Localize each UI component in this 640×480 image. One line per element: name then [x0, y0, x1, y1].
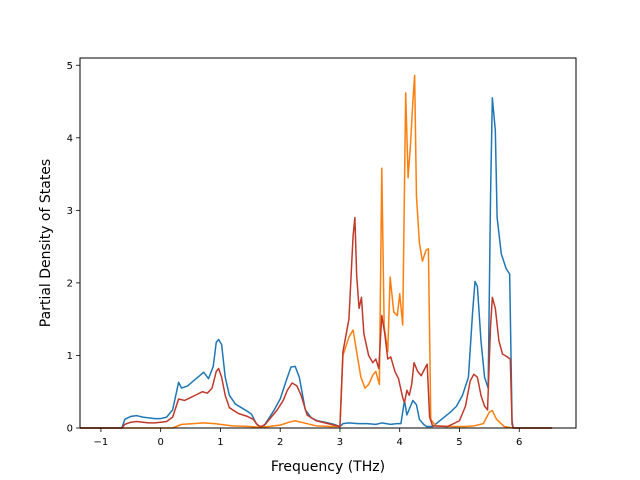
y-tick-label: 4	[67, 133, 73, 144]
x-tick-label: 4	[397, 437, 403, 448]
x-tick-label: 0	[157, 437, 163, 448]
series-line-3	[80, 216, 553, 429]
x-axis-ticks: −1 0 1 2 3 4 5 6	[94, 428, 522, 448]
x-tick-label: 2	[277, 437, 283, 448]
y-axis-ticks: 0 1 2 3 4 5	[67, 61, 80, 435]
plot-frame	[79, 57, 577, 429]
series-lines	[80, 74, 553, 429]
x-tick-label: 6	[516, 437, 522, 448]
series-line-1	[80, 97, 553, 429]
y-tick-label: 5	[67, 61, 73, 72]
y-tick-label: 2	[67, 278, 73, 289]
y-tick-label: 0	[67, 424, 73, 435]
y-axis-label: Partial Density of States	[38, 159, 54, 327]
y-tick-label: 3	[67, 206, 73, 217]
x-tick-label: 1	[217, 437, 223, 448]
y-tick-label: 1	[67, 351, 73, 362]
x-tick-label: −1	[94, 437, 109, 448]
series-line-2	[80, 74, 553, 429]
x-tick-label: 5	[456, 437, 462, 448]
x-tick-label: 3	[337, 437, 343, 448]
x-axis-label: Frequency (THz)	[271, 459, 385, 475]
